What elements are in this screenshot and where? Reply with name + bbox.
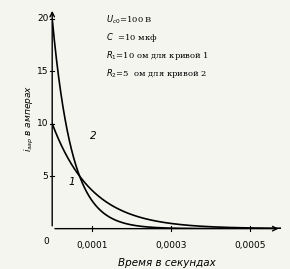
Text: Время в секундах: Время в секундах <box>118 258 216 268</box>
Text: $U_{c0}$=100 В
$C$  =10 мкф
$R_1$=10 ом для кривой 1
$R_2$=5  ом для кривой 2: $U_{c0}$=100 В $C$ =10 мкф $R_1$=10 ом д… <box>106 13 209 80</box>
Text: 0,0003: 0,0003 <box>155 241 186 250</box>
Text: 20: 20 <box>37 14 48 23</box>
Text: 5: 5 <box>43 172 48 180</box>
Text: 15: 15 <box>37 67 48 76</box>
Text: $i_{зар}$ в амперах: $i_{зар}$ в амперах <box>23 85 36 152</box>
Text: 2: 2 <box>90 131 96 141</box>
Text: 10: 10 <box>37 119 48 128</box>
Text: 0: 0 <box>43 237 49 246</box>
Text: 0,0005: 0,0005 <box>234 241 265 250</box>
Text: 1: 1 <box>69 176 75 186</box>
Text: 0,0001: 0,0001 <box>76 241 108 250</box>
